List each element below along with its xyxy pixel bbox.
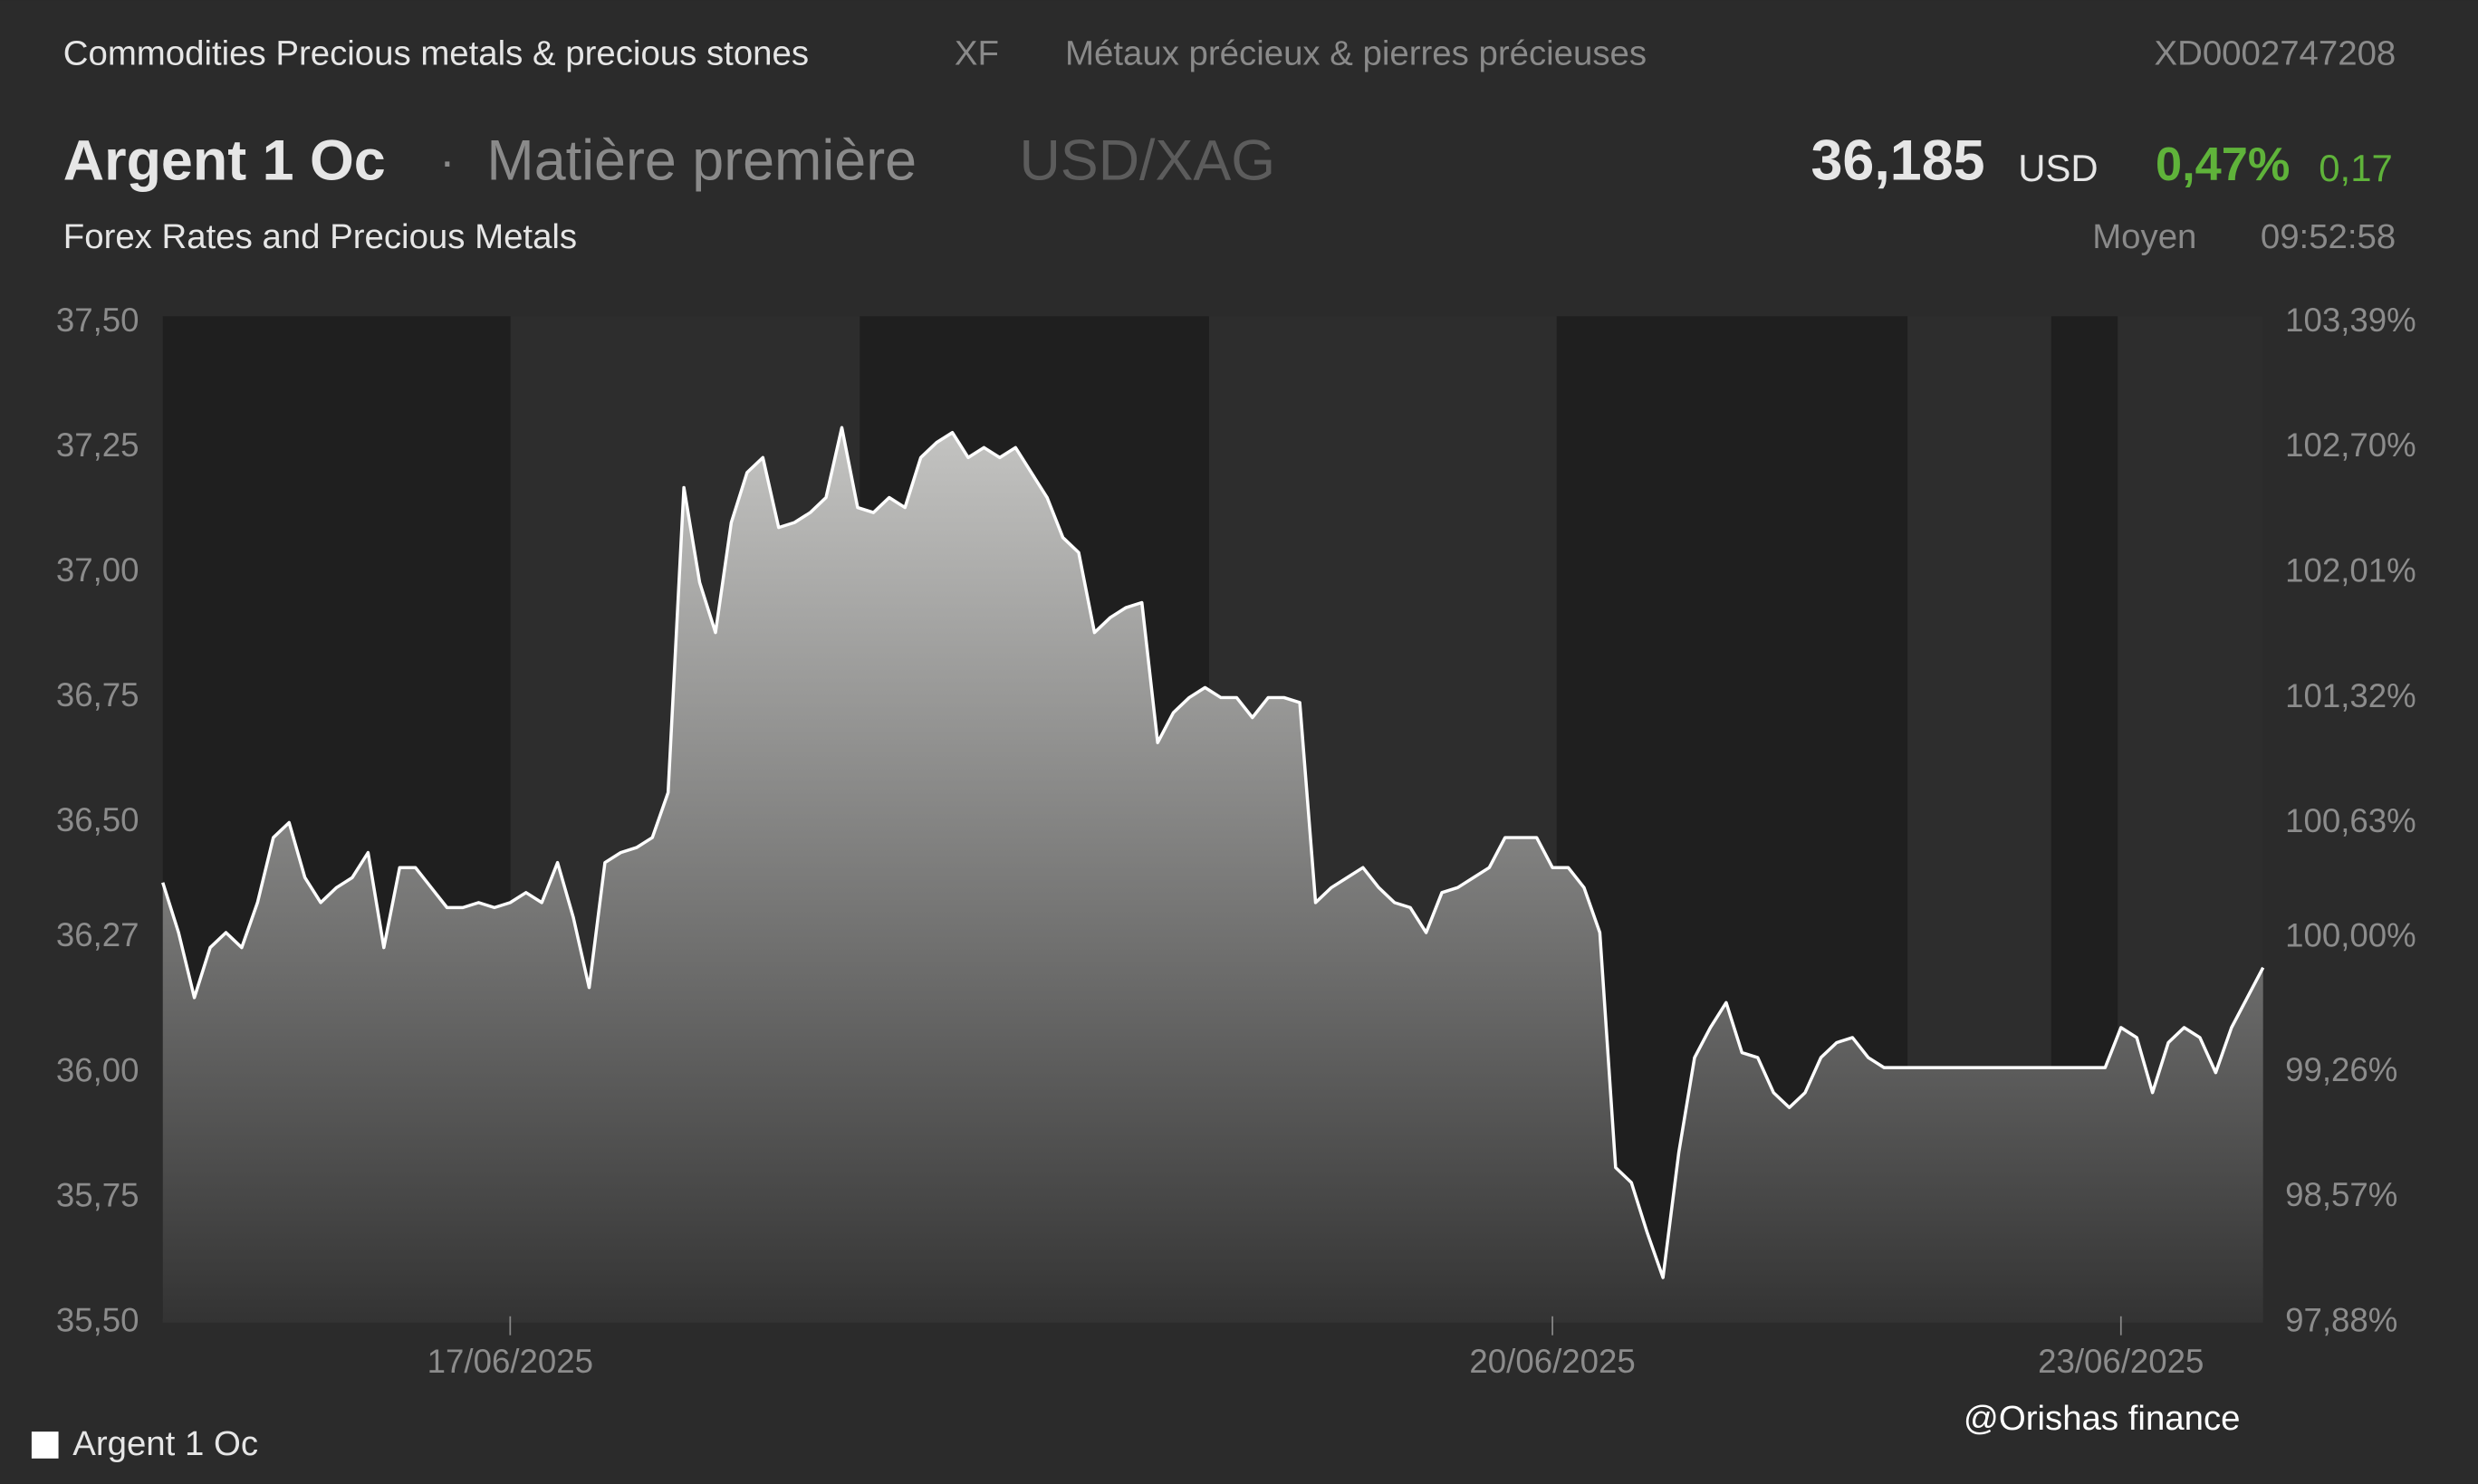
separator: · <box>439 136 455 188</box>
x-tick-label: 23/06/2025 <box>2038 1343 2204 1380</box>
y-tick-label: 37,00 <box>56 551 139 589</box>
y-tick-label: 36,75 <box>56 676 139 713</box>
legend-swatch <box>31 1431 59 1459</box>
asset-type: Matière première <box>486 129 917 192</box>
change: 0,17 <box>2319 147 2392 189</box>
plot <box>161 426 2265 1323</box>
y2-tick-label: 98,57% <box>2285 1176 2397 1213</box>
y-tick-label: 37,50 <box>56 302 139 339</box>
y2-tick-label: 103,39% <box>2285 302 2416 339</box>
isin: XD0002747208 <box>2155 34 2396 72</box>
instrument-name: Argent 1 Oc <box>63 129 386 192</box>
area-fill <box>162 427 2263 1323</box>
x-tick-label: 17/06/2025 <box>427 1343 593 1380</box>
y-tick-label: 37,25 <box>56 426 139 464</box>
breadcrumb: Commodities Precious metals & precious s… <box>63 34 809 72</box>
y2-tick-label: 100,63% <box>2285 802 2416 839</box>
y2-tick-label: 101,32% <box>2285 677 2416 714</box>
y-tick-label: 36,27 <box>56 916 139 953</box>
change-pct: 0,47% <box>2156 139 2290 191</box>
price: 36,185 <box>1811 129 1985 192</box>
pair: USD/XAG <box>1019 129 1275 192</box>
price-type: Moyen <box>2092 217 2196 256</box>
y2-tick-label: 102,70% <box>2285 426 2416 464</box>
y2-tick-label: 102,01% <box>2285 552 2416 589</box>
y-tick-label: 36,50 <box>56 801 139 838</box>
category-fr: Métaux précieux & pierres précieuses <box>1065 34 1647 72</box>
y-tick-label: 36,00 <box>56 1051 139 1088</box>
y-tick-label: 35,75 <box>56 1176 139 1213</box>
y2-tick-label: 97,88% <box>2285 1301 2397 1338</box>
line <box>161 426 2265 1279</box>
y2-tick-label: 99,26% <box>2285 1051 2397 1088</box>
watermark: @Orishas finance <box>1964 1399 2241 1438</box>
time: 09:52:58 <box>2261 217 2396 256</box>
x-tick-label: 20/06/2025 <box>1469 1343 1635 1380</box>
currency: USD <box>2018 147 2098 189</box>
legend-label: Argent 1 Oc <box>72 1424 258 1463</box>
exchange: XF <box>955 34 999 72</box>
subtitle: Forex Rates and Precious Metals <box>63 217 577 256</box>
y2-tick-label: 100,00% <box>2285 916 2416 953</box>
y-tick-label: 35,50 <box>56 1301 139 1338</box>
